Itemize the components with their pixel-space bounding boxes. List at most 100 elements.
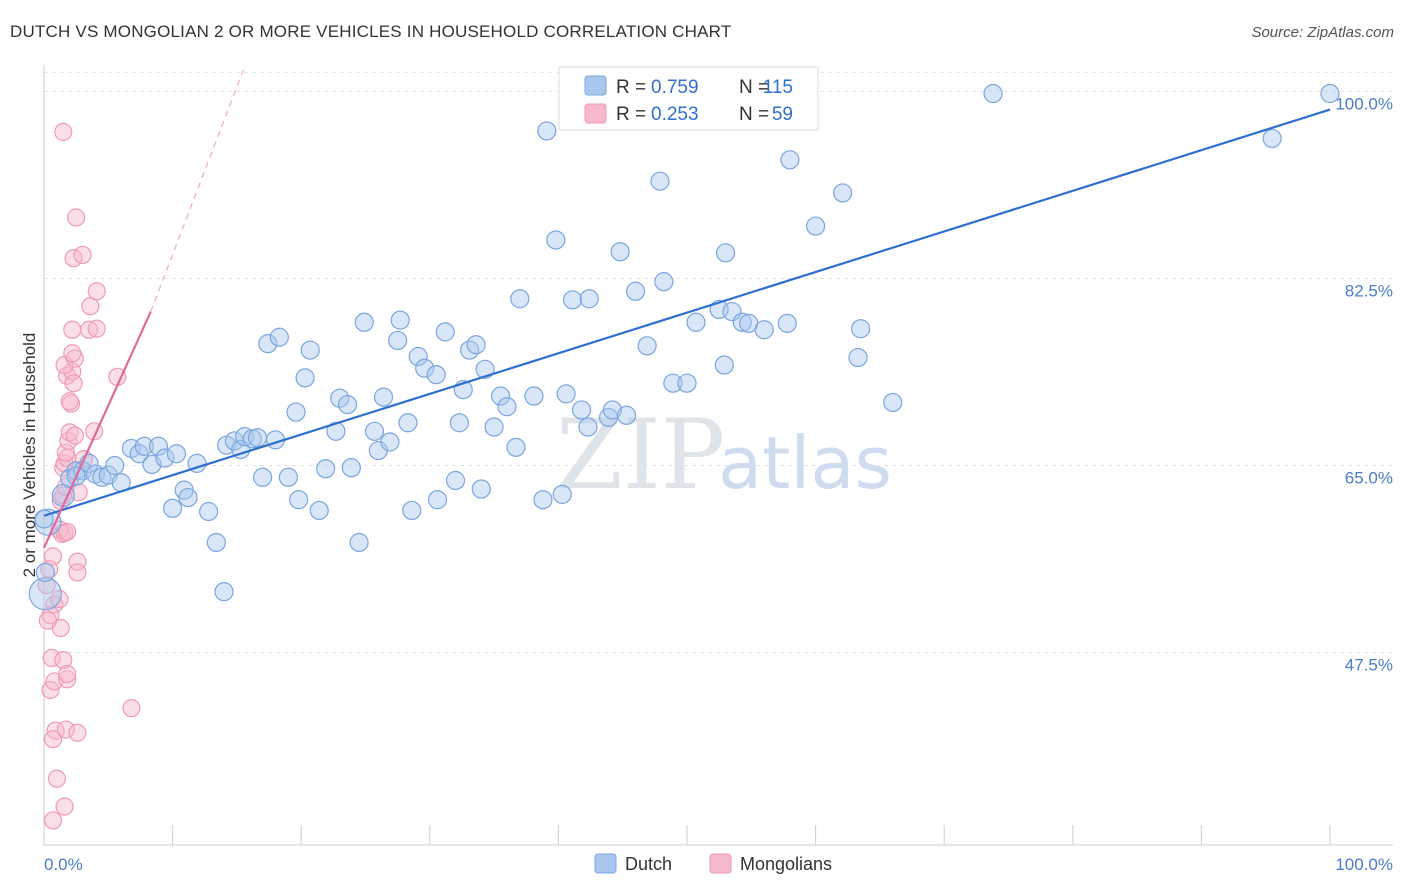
dutch-point xyxy=(471,479,491,499)
mongolian-point xyxy=(56,720,75,739)
trend-lines xyxy=(42,69,1331,549)
dutch-point xyxy=(497,397,517,417)
legend-n-value-mongolians: 59 xyxy=(772,104,793,125)
dutch-point xyxy=(637,336,657,356)
dutch-point xyxy=(616,405,637,425)
dutch-points xyxy=(28,83,1340,611)
dutch-point xyxy=(105,455,125,476)
mongolian-point xyxy=(58,670,77,689)
mongolian-point xyxy=(68,563,87,582)
watermark-zip: ZIP xyxy=(556,399,725,511)
mongolian-point xyxy=(67,208,86,227)
mongolian-point xyxy=(79,320,99,339)
dutch-point xyxy=(533,490,553,510)
dutch-point xyxy=(556,384,576,404)
y-tick-label: 100.0% xyxy=(1335,94,1393,113)
mongolian-point xyxy=(43,811,63,830)
mongolian-point xyxy=(68,723,87,742)
legend-r-value-mongolians: 0.253 xyxy=(651,104,699,125)
dutch-point xyxy=(289,490,309,510)
dutch-point xyxy=(848,347,868,368)
bottom-legend-label-dutch: Dutch xyxy=(625,854,672,874)
mongolian-points xyxy=(37,122,141,830)
dutch-point xyxy=(166,444,187,464)
mongolian-trend-line xyxy=(42,311,152,549)
dutch-point xyxy=(134,436,154,456)
mongolian-point xyxy=(87,282,106,301)
legend-swatch-mongolians xyxy=(584,103,607,124)
legend-r-value-dutch: 0.759 xyxy=(651,77,699,98)
legend-swatch-dutch xyxy=(584,75,607,96)
dutch-point xyxy=(983,83,1003,104)
dutch-point xyxy=(390,310,410,330)
dutch-point xyxy=(337,394,358,415)
dutch-point xyxy=(163,498,183,518)
dutch-point xyxy=(466,335,486,355)
dutch-point xyxy=(851,319,871,339)
mongolian-trend-extension xyxy=(150,69,244,312)
mongolian-point xyxy=(38,611,57,630)
dutch-point xyxy=(435,322,455,342)
dutch-point xyxy=(178,487,198,508)
dutch-point xyxy=(625,281,646,301)
dutch-point xyxy=(460,340,480,360)
mongolian-point xyxy=(68,552,87,571)
dutch-point xyxy=(330,388,350,408)
x-tick-label-max: 100.0% xyxy=(1335,855,1393,874)
dutch-point xyxy=(484,417,504,437)
dutch-point xyxy=(714,355,734,375)
y-tick-labels: 47.5% 65.0% 82.5% 100.0% xyxy=(1335,94,1393,674)
dutch-point xyxy=(28,577,62,611)
dutch-point xyxy=(286,402,306,422)
dutch-point xyxy=(510,289,530,309)
mongolian-point xyxy=(50,590,69,609)
dutch-point xyxy=(449,413,469,433)
legend-n-value-dutch: 115 xyxy=(763,77,793,98)
dutch-point xyxy=(610,242,630,262)
dutch-point xyxy=(524,386,544,406)
dutch-point xyxy=(326,421,346,441)
mongolian-point xyxy=(58,522,77,541)
dutch-point xyxy=(380,432,400,452)
mongolian-point xyxy=(42,648,61,668)
mongolian-point xyxy=(58,664,77,684)
dutch-point xyxy=(602,400,623,420)
dutch-point xyxy=(562,290,583,310)
mongolian-point xyxy=(81,297,100,316)
mongolian-point xyxy=(63,344,82,363)
dutch-point xyxy=(1320,83,1340,104)
dutch-point xyxy=(269,327,289,347)
dutch-point xyxy=(552,484,572,504)
dutch-point xyxy=(309,500,329,521)
y-tick-label: 47.5% xyxy=(1345,656,1393,675)
watermark-atlas: atlas xyxy=(718,421,892,505)
dutch-point xyxy=(805,216,826,236)
dutch-point xyxy=(506,437,526,457)
dutch-point xyxy=(341,458,361,478)
dutch-point xyxy=(780,150,800,170)
dutch-point xyxy=(833,183,853,203)
mongolian-point xyxy=(54,122,73,142)
dutch-point xyxy=(445,470,466,491)
dutch-point xyxy=(663,373,683,393)
dutch-point xyxy=(777,313,797,333)
bottom-legend: Dutch Mongolians xyxy=(594,853,832,874)
dutch-point xyxy=(654,272,674,292)
dutch-point xyxy=(199,501,219,522)
mongolian-point xyxy=(43,730,63,749)
dutch-point xyxy=(278,467,298,487)
dutch-point xyxy=(579,289,599,309)
x-tick-label-min: 0.0% xyxy=(44,855,83,874)
dutch-point xyxy=(295,368,315,388)
dutch-point xyxy=(686,312,706,332)
dutch-point xyxy=(253,467,273,487)
bottom-legend-swatch-mongolians xyxy=(709,853,732,874)
dutch-point xyxy=(398,413,418,433)
dutch-point xyxy=(1262,128,1282,149)
dutch-point xyxy=(354,312,374,332)
dutch-point xyxy=(148,436,169,456)
mongolian-point xyxy=(64,374,83,393)
mongolian-point xyxy=(65,426,84,445)
bottom-legend-swatch-dutch xyxy=(594,853,617,874)
